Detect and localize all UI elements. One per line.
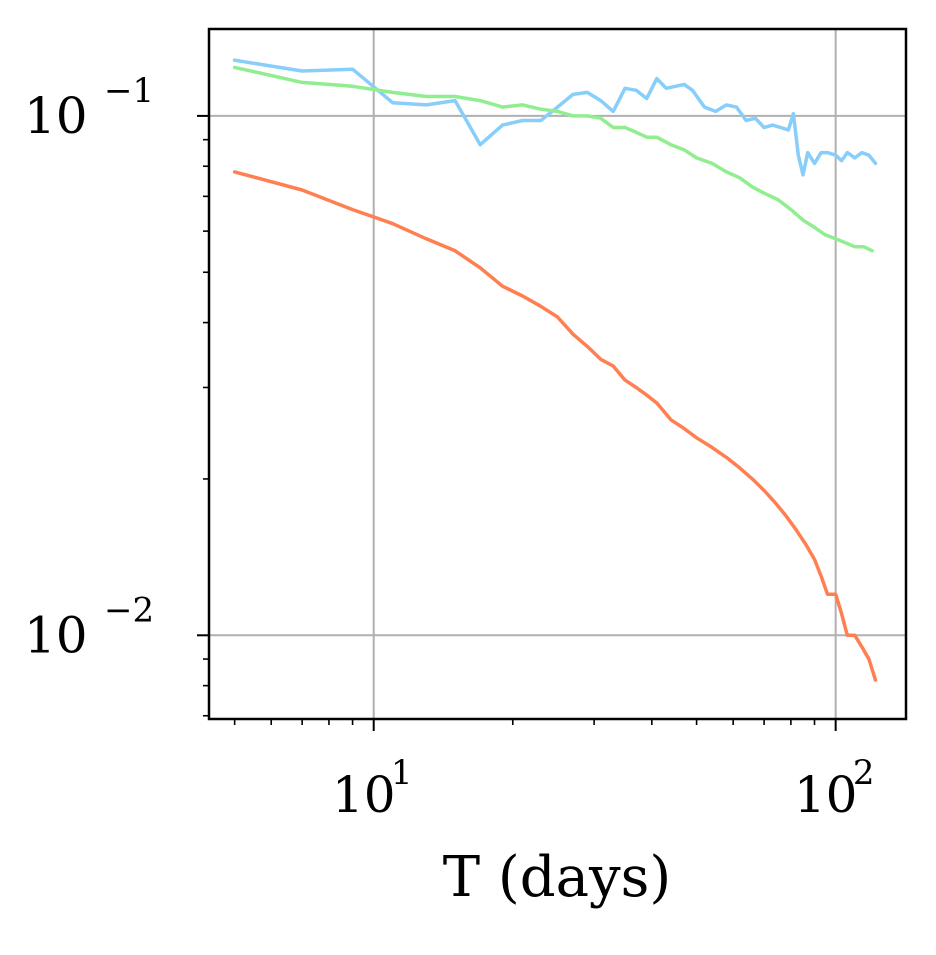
x-tick-label: 10 — [794, 766, 858, 824]
y-tick-label: 10 — [24, 606, 88, 664]
series-group — [232, 58, 878, 682]
y-tick-exponent: −2 — [104, 590, 154, 630]
y-tick-exponent: −1 — [104, 71, 154, 111]
x-tick-exponent: 2 — [853, 753, 875, 793]
x-axis-label: T (days) — [443, 845, 671, 910]
plot-frame — [207, 27, 908, 721]
series-orange-line — [232, 170, 878, 682]
y-tick-label: 10 — [24, 87, 88, 145]
x-tick-exponent: 1 — [391, 753, 413, 793]
grid — [209, 29, 906, 719]
series-blue-line — [232, 58, 878, 177]
ticks — [197, 114, 837, 731]
x-tick-label: 10 — [332, 766, 396, 824]
series-green-line — [232, 65, 874, 253]
